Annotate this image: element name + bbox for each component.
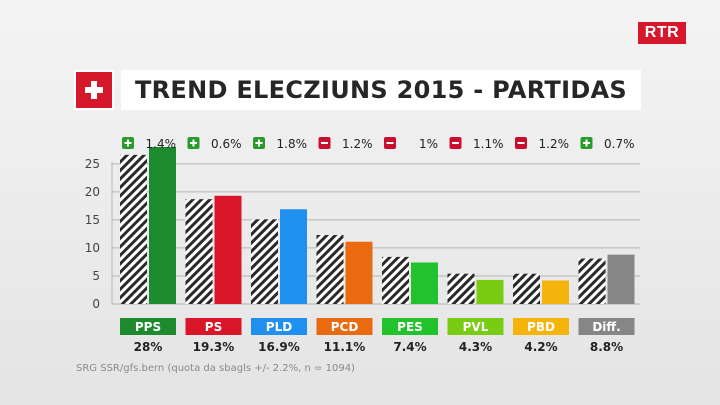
bar-current (214, 195, 242, 304)
bar-current (411, 262, 438, 304)
y-tick-label: 5 (92, 269, 100, 283)
bar-previous (251, 219, 278, 304)
y-tick-label: 10 (85, 241, 100, 255)
category-label: PVL (463, 320, 489, 334)
change-label: 0.6% (211, 137, 242, 151)
category-badge (120, 318, 176, 335)
change-label: 1.4% (146, 137, 177, 151)
value-label: 28% (134, 340, 163, 354)
bar-current (280, 209, 307, 304)
change-label: 1.2% (342, 137, 373, 151)
y-tick-label: 0 (92, 297, 100, 311)
chart-title: TREND ELECZIUNS 2015 - PARTIDAS (134, 76, 628, 104)
category-label: Diff. (592, 320, 620, 334)
change-label: 1.8% (277, 137, 308, 151)
category-label: PES (397, 320, 423, 334)
bar-current (476, 279, 504, 304)
y-tick-label: 25 (85, 157, 100, 171)
value-label: 4.2% (524, 340, 557, 354)
category-badge (185, 318, 242, 335)
category-label: PBD (527, 320, 555, 334)
category-badge (447, 318, 504, 335)
value-label: 16.9% (258, 340, 300, 354)
category-badge (316, 318, 373, 335)
change-label: 1% (419, 137, 438, 151)
category-badge (578, 318, 635, 335)
category-label: PPS (135, 320, 161, 334)
category-badge (382, 318, 438, 335)
category-badge (513, 318, 569, 335)
bar-previous (120, 154, 147, 304)
change-label: 0.7% (604, 137, 635, 151)
value-label: 4.3% (459, 340, 492, 354)
value-label: 8.8% (590, 340, 623, 354)
bar-previous (513, 273, 540, 304)
change-label: 1.1% (473, 137, 504, 151)
swiss-flag-icon (74, 70, 114, 110)
category-badge (251, 318, 307, 335)
value-label: 19.3% (193, 340, 235, 354)
bar-previous (316, 235, 344, 304)
value-label: 7.4% (393, 340, 426, 354)
bar-previous (447, 273, 475, 304)
bar-current (149, 147, 176, 304)
change-label: 1.2% (539, 137, 570, 151)
category-label: PCD (331, 320, 359, 334)
source-note: SRG SSR/gfs.bern (quota da sbagls +/- 2.… (76, 363, 355, 374)
y-tick-label: 20 (85, 185, 100, 199)
bar-previous (382, 256, 409, 304)
bar-previous (185, 199, 213, 304)
rtr-logo: RTR (638, 22, 686, 44)
y-tick-label: 15 (85, 213, 100, 227)
value-label: 11.1% (324, 340, 366, 354)
bar-current (607, 254, 635, 304)
bar-current (345, 241, 373, 304)
category-label: PS (205, 320, 222, 334)
bar-previous (578, 258, 606, 304)
title-banner: TREND ELECZIUNS 2015 - PARTIDAS (121, 70, 641, 110)
category-label: PLD (266, 320, 292, 334)
bar-current (542, 280, 569, 304)
